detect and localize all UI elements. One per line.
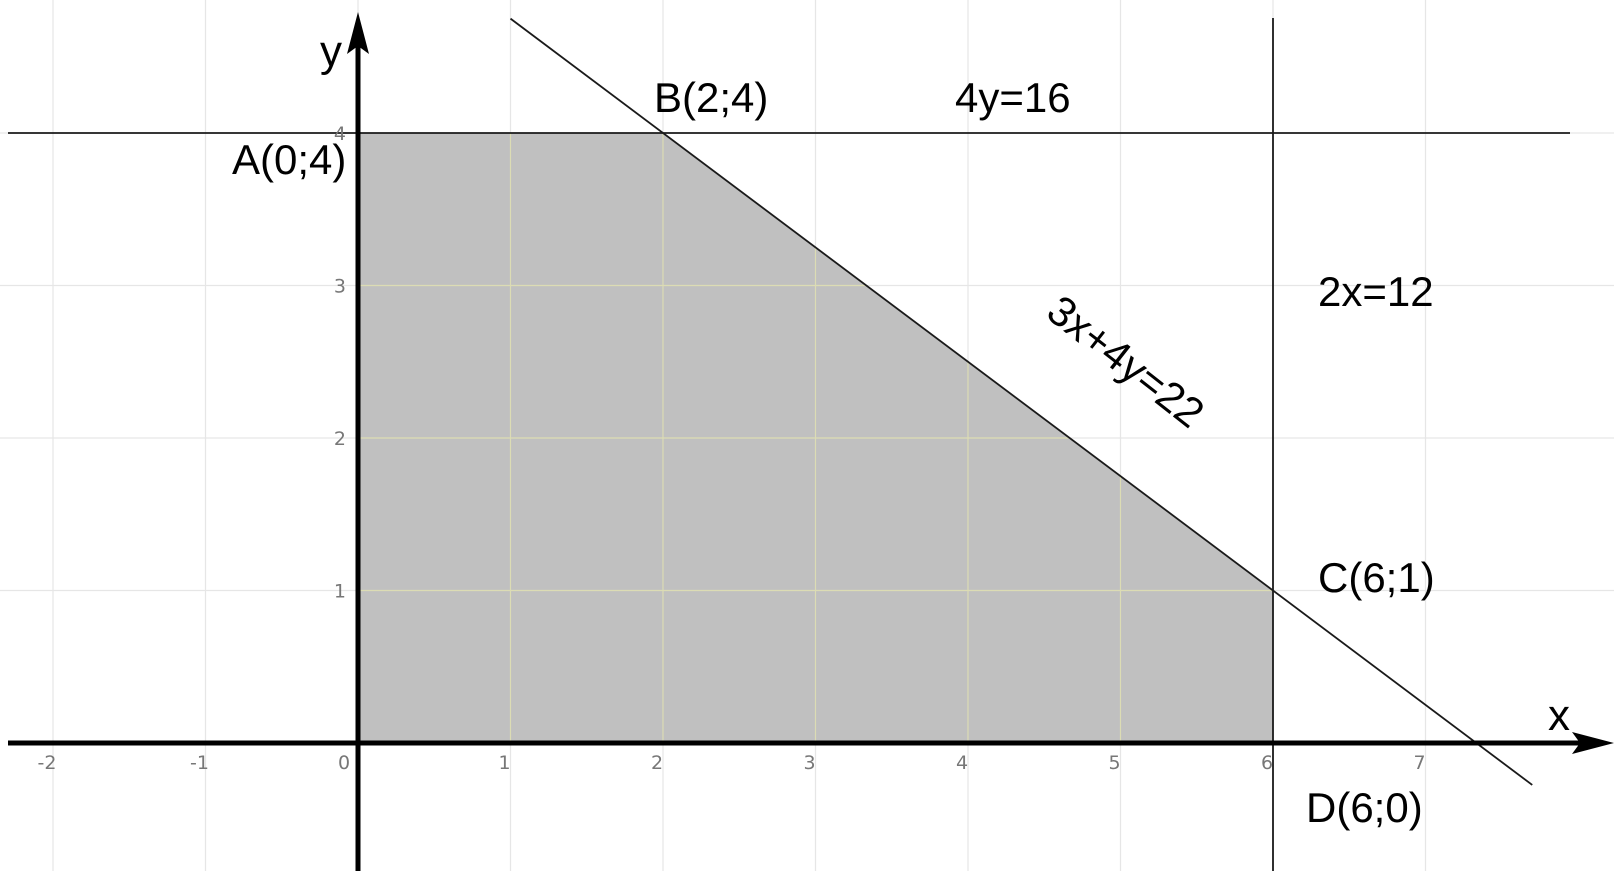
- y-axis-arrow: [347, 12, 369, 54]
- x-tick-label: 4: [956, 752, 968, 774]
- x-tick-label: -2: [38, 752, 57, 774]
- constraint-lines: [8, 17, 1570, 871]
- y-tick-label: 2: [334, 428, 346, 450]
- y-tick-label: 3: [334, 276, 346, 298]
- axes: x y: [8, 12, 1614, 871]
- x-tick-label: -1: [190, 752, 209, 774]
- x-tick-label: 2: [651, 752, 663, 774]
- y-tick-label: 4: [334, 123, 346, 145]
- point-label-c: C(6;1): [1318, 554, 1435, 601]
- x-tick-label: 6: [1261, 752, 1273, 774]
- x-tick-label: 0: [338, 752, 350, 774]
- x-tick-label: 7: [1413, 752, 1425, 774]
- x-tick-label: 1: [498, 752, 510, 774]
- x-tick-label: 5: [1108, 752, 1120, 774]
- x-axis-label: x: [1548, 691, 1570, 740]
- line-label-3x-4y-22: 3x+4y=22: [1039, 286, 1213, 437]
- point-label-b: B(2;4): [654, 74, 768, 121]
- line-label-2x-12: 2x=12: [1318, 268, 1434, 315]
- x-tick-label: 3: [803, 752, 815, 774]
- y-axis-label: y: [320, 27, 342, 76]
- y-tick-label: 1: [334, 581, 346, 603]
- point-label-d: D(6;0): [1306, 784, 1423, 831]
- line-label-4y-16: 4y=16: [955, 74, 1071, 121]
- tick-labels: -2 -1 0 1 2 3 4 5 6 7 1 2 3 4: [38, 123, 1426, 774]
- constraint-line-3x-4y-22: [509, 17, 1533, 786]
- x-axis-arrow: [1572, 732, 1614, 754]
- point-label-a: A(0;4): [232, 136, 346, 183]
